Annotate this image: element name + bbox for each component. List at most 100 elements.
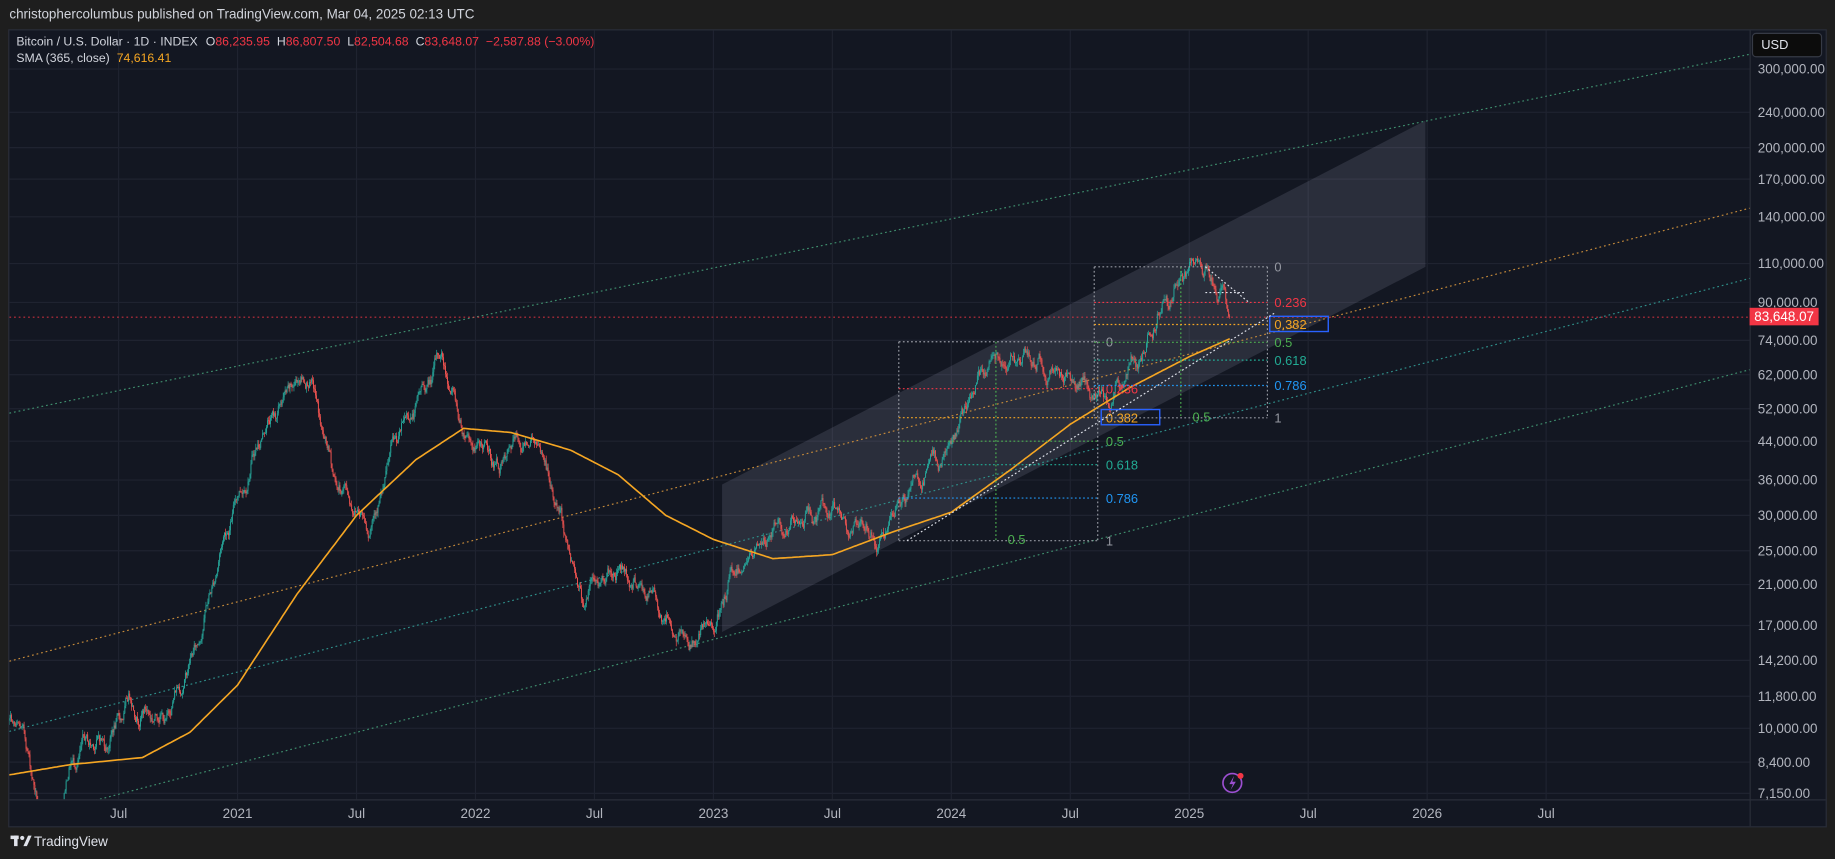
candle-body xyxy=(837,508,839,511)
candle-body xyxy=(11,721,13,723)
candle-body xyxy=(737,567,739,574)
candle-body xyxy=(174,691,176,699)
candle-body xyxy=(150,717,152,719)
candle-body xyxy=(320,424,322,428)
candle-body xyxy=(164,719,166,724)
candle-body xyxy=(673,636,675,638)
plot-area[interactable]: 0 0.236 0.382 0.5 0.618 0.786 1 0.5 0 0.236 0.382… xyxy=(0,39,1826,859)
tradingview-logo[interactable]: TradingView xyxy=(10,834,109,849)
candle-body xyxy=(1174,284,1176,289)
open-value: 86,235.95 xyxy=(215,35,270,49)
candle-body xyxy=(1124,380,1126,384)
candle-body xyxy=(1211,277,1213,282)
candle-body xyxy=(149,714,151,719)
footer-brand: TradingView xyxy=(34,834,108,849)
candle-body xyxy=(225,532,226,536)
candle-body xyxy=(878,545,880,550)
parallel-channel[interactable] xyxy=(722,120,1426,632)
candle-body xyxy=(201,635,203,641)
candle-body xyxy=(756,543,758,545)
candle-body xyxy=(485,440,487,443)
candle-body xyxy=(925,472,927,478)
candle-body xyxy=(252,454,254,456)
candle-body xyxy=(761,542,763,545)
candle-body xyxy=(913,475,915,477)
candle-body xyxy=(692,640,694,644)
fib-retracement-2[interactable]: 0 0.236 0.382 0.5 0.618 0.786 1 0.5 xyxy=(1093,260,1329,426)
low-label: L xyxy=(347,35,354,49)
candle-body xyxy=(931,449,933,455)
candle-body xyxy=(1177,284,1179,287)
candle-body xyxy=(685,635,687,638)
candle-body xyxy=(254,452,256,457)
candle-body xyxy=(872,535,874,537)
price-axis[interactable]: 300,000.00 240,000.00 200,000.00 170,000.00… xyxy=(1758,62,1825,801)
fib-retracement-1[interactable]: 0 0.236 0.382 0.5 0.618 0.786 1 0.5 xyxy=(898,334,1161,548)
candle-body xyxy=(386,464,388,471)
candle-body xyxy=(574,564,576,569)
trendline-teal[interactable] xyxy=(9,259,1825,732)
candle-body xyxy=(238,491,240,497)
published-caption: christophercolumbus published on Trading… xyxy=(9,7,474,22)
candle-body xyxy=(684,635,686,636)
candle-body xyxy=(138,720,139,726)
candle-body xyxy=(1194,260,1196,264)
candle-body xyxy=(709,625,710,627)
candle-body xyxy=(18,723,20,724)
candle-body xyxy=(136,716,138,722)
candle-body xyxy=(703,623,705,628)
candle-body xyxy=(564,533,566,536)
candle-body xyxy=(1169,301,1171,310)
candle-body xyxy=(400,430,401,432)
candle-body xyxy=(682,629,684,634)
candle-body xyxy=(942,457,944,460)
candle-body xyxy=(996,352,998,355)
candle-body xyxy=(609,570,611,573)
candle-body xyxy=(827,514,829,518)
candle-body xyxy=(1213,285,1215,287)
candle-body xyxy=(137,716,138,721)
candle-body xyxy=(283,392,285,398)
descending-trendline[interactable] xyxy=(1205,266,1251,304)
candle-body xyxy=(896,501,898,506)
candle-body xyxy=(490,448,491,458)
time-axis[interactable]: Jul 2021 Jul 2022 Jul 2023 Jul 2024 Jul 2025 Jul 20… xyxy=(110,806,1555,821)
candle-body xyxy=(488,450,489,452)
candle-body xyxy=(447,383,449,390)
candle-body xyxy=(552,490,554,498)
candle-body xyxy=(391,439,393,445)
candle-body xyxy=(973,393,975,395)
candle-body xyxy=(80,746,82,751)
sma-365-line[interactable] xyxy=(0,338,1231,777)
lightning-event-icon[interactable] xyxy=(1222,772,1244,794)
candle-body xyxy=(1121,384,1123,390)
candle-body xyxy=(460,420,462,426)
candle-body xyxy=(629,585,631,588)
candle-body xyxy=(976,375,978,383)
trendline-top-green[interactable] xyxy=(9,39,1825,414)
candle-body xyxy=(189,657,191,664)
candle-body xyxy=(334,476,336,478)
candle-body xyxy=(1041,359,1043,367)
price-tick-label: 8,400.00 xyxy=(1758,755,1810,770)
candle-body xyxy=(33,779,35,785)
candle-body xyxy=(271,411,273,415)
candle-body xyxy=(181,694,182,695)
candle-body xyxy=(738,567,740,572)
sma-legend[interactable]: SMA (365, close) 74,616.41 xyxy=(16,51,171,65)
candle-body xyxy=(852,526,854,533)
candle-body xyxy=(220,548,222,555)
support-trendline[interactable] xyxy=(906,311,1276,542)
price-tick-label: 44,000.00 xyxy=(1758,434,1818,449)
trendline-bottom-green[interactable] xyxy=(9,350,1825,823)
candle-body xyxy=(1025,350,1027,352)
candle-body xyxy=(371,520,373,527)
candle-body xyxy=(905,499,907,504)
symbol-legend[interactable]: Bitcoin / U.S. Dollar · 1D · INDEX O86,2… xyxy=(16,35,594,49)
candle-body xyxy=(397,442,399,443)
candle-body xyxy=(894,510,896,517)
currency-button[interactable]: USD xyxy=(1751,32,1823,58)
candle-body xyxy=(577,577,578,587)
trendline-orange[interactable] xyxy=(9,188,1825,662)
candle-body xyxy=(687,639,689,647)
